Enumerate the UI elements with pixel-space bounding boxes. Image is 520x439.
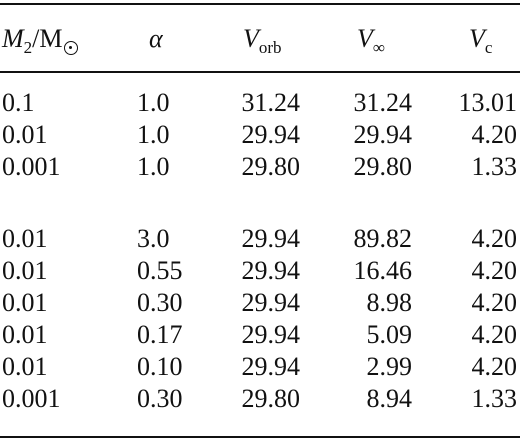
cell-vorb: 29.94 <box>241 256 301 285</box>
cell-vorb: 29.80 <box>241 384 301 413</box>
cell-mass-ratio: 0.1 <box>2 88 35 117</box>
cell-mass-ratio: 0.01 <box>2 256 48 285</box>
header-vc: Vc <box>469 24 493 57</box>
table-row: 0.001 1.0 29.80 29.80 1.33 <box>0 150 520 184</box>
cell-mass-ratio: 0.01 <box>2 288 48 317</box>
header-vorb: Vorb <box>243 24 282 57</box>
table-row: 0.01 0.17 29.94 5.09 4.20 <box>0 318 520 352</box>
cell-alpha: 0.17 <box>137 320 183 349</box>
cell-vc: 4.20 <box>471 120 518 149</box>
cell-vc: 4.20 <box>471 320 518 349</box>
cell-vinf: 8.98 <box>366 288 413 317</box>
cell-alpha: 0.30 <box>137 384 183 413</box>
table-row: 0.01 3.0 29.94 89.82 4.20 <box>0 222 520 256</box>
table-row: 0.01 0.10 29.94 2.99 4.20 <box>0 350 520 384</box>
cell-alpha: 0.55 <box>137 256 183 285</box>
table-row: 0.01 0.30 29.94 8.98 4.20 <box>0 286 520 320</box>
cell-vorb: 29.94 <box>241 224 301 253</box>
cell-vorb: 31.24 <box>241 88 301 117</box>
cell-alpha: 1.0 <box>137 88 170 117</box>
cell-vc: 13.01 <box>458 88 518 117</box>
cell-vc: 1.33 <box>471 384 518 413</box>
table-row: 0.001 0.30 29.80 8.94 1.33 <box>0 382 520 416</box>
table-row: 0.01 1.0 29.94 29.94 4.20 <box>0 118 520 152</box>
cell-vinf: 2.99 <box>366 352 413 381</box>
cell-vc: 4.20 <box>471 352 518 381</box>
header-vinf: V∞ <box>357 24 386 57</box>
cell-vinf: 16.46 <box>353 256 413 285</box>
top-rule <box>0 3 520 5</box>
table-row: 0.01 0.55 29.94 16.46 4.20 <box>0 254 520 288</box>
cell-mass-ratio: 0.01 <box>2 352 48 381</box>
cell-vc: 4.20 <box>471 288 518 317</box>
cell-alpha: 0.10 <box>137 352 183 381</box>
cell-vorb: 29.80 <box>241 152 301 181</box>
cell-vinf: 29.94 <box>353 120 413 149</box>
cell-alpha: 0.30 <box>137 288 183 317</box>
cell-vorb: 29.94 <box>241 288 301 317</box>
cell-alpha: 1.0 <box>137 120 170 149</box>
cell-vorb: 29.94 <box>241 352 301 381</box>
cell-vinf: 5.09 <box>366 320 413 349</box>
table-row: 0.1 1.0 31.24 31.24 13.01 <box>0 86 520 120</box>
cell-vinf: 8.94 <box>366 384 413 413</box>
cell-vorb: 29.94 <box>241 120 301 149</box>
cell-alpha: 3.0 <box>137 224 170 253</box>
bottom-rule <box>0 436 520 438</box>
cell-vinf: 29.80 <box>353 152 413 181</box>
cell-mass-ratio: 0.01 <box>2 224 48 253</box>
cell-mass-ratio: 0.01 <box>2 320 48 349</box>
cell-vc: 4.20 <box>471 256 518 285</box>
cell-vorb: 29.94 <box>241 320 301 349</box>
cell-mass-ratio: 0.001 <box>2 152 61 181</box>
cell-vc: 1.33 <box>471 152 518 181</box>
cell-mass-ratio: 0.001 <box>2 384 61 413</box>
header-row: M2/M α Vorb V∞ Vc <box>0 22 520 57</box>
header-mass-ratio: M2/M <box>2 22 78 65</box>
sun-symbol-icon <box>63 41 78 55</box>
cell-vinf: 89.82 <box>353 224 413 253</box>
header-alpha: α <box>149 24 163 53</box>
cell-vc: 4.20 <box>471 224 518 253</box>
cell-mass-ratio: 0.01 <box>2 120 48 149</box>
cell-vinf: 31.24 <box>353 88 413 117</box>
cell-alpha: 1.0 <box>137 152 170 181</box>
header-rule <box>0 71 520 73</box>
